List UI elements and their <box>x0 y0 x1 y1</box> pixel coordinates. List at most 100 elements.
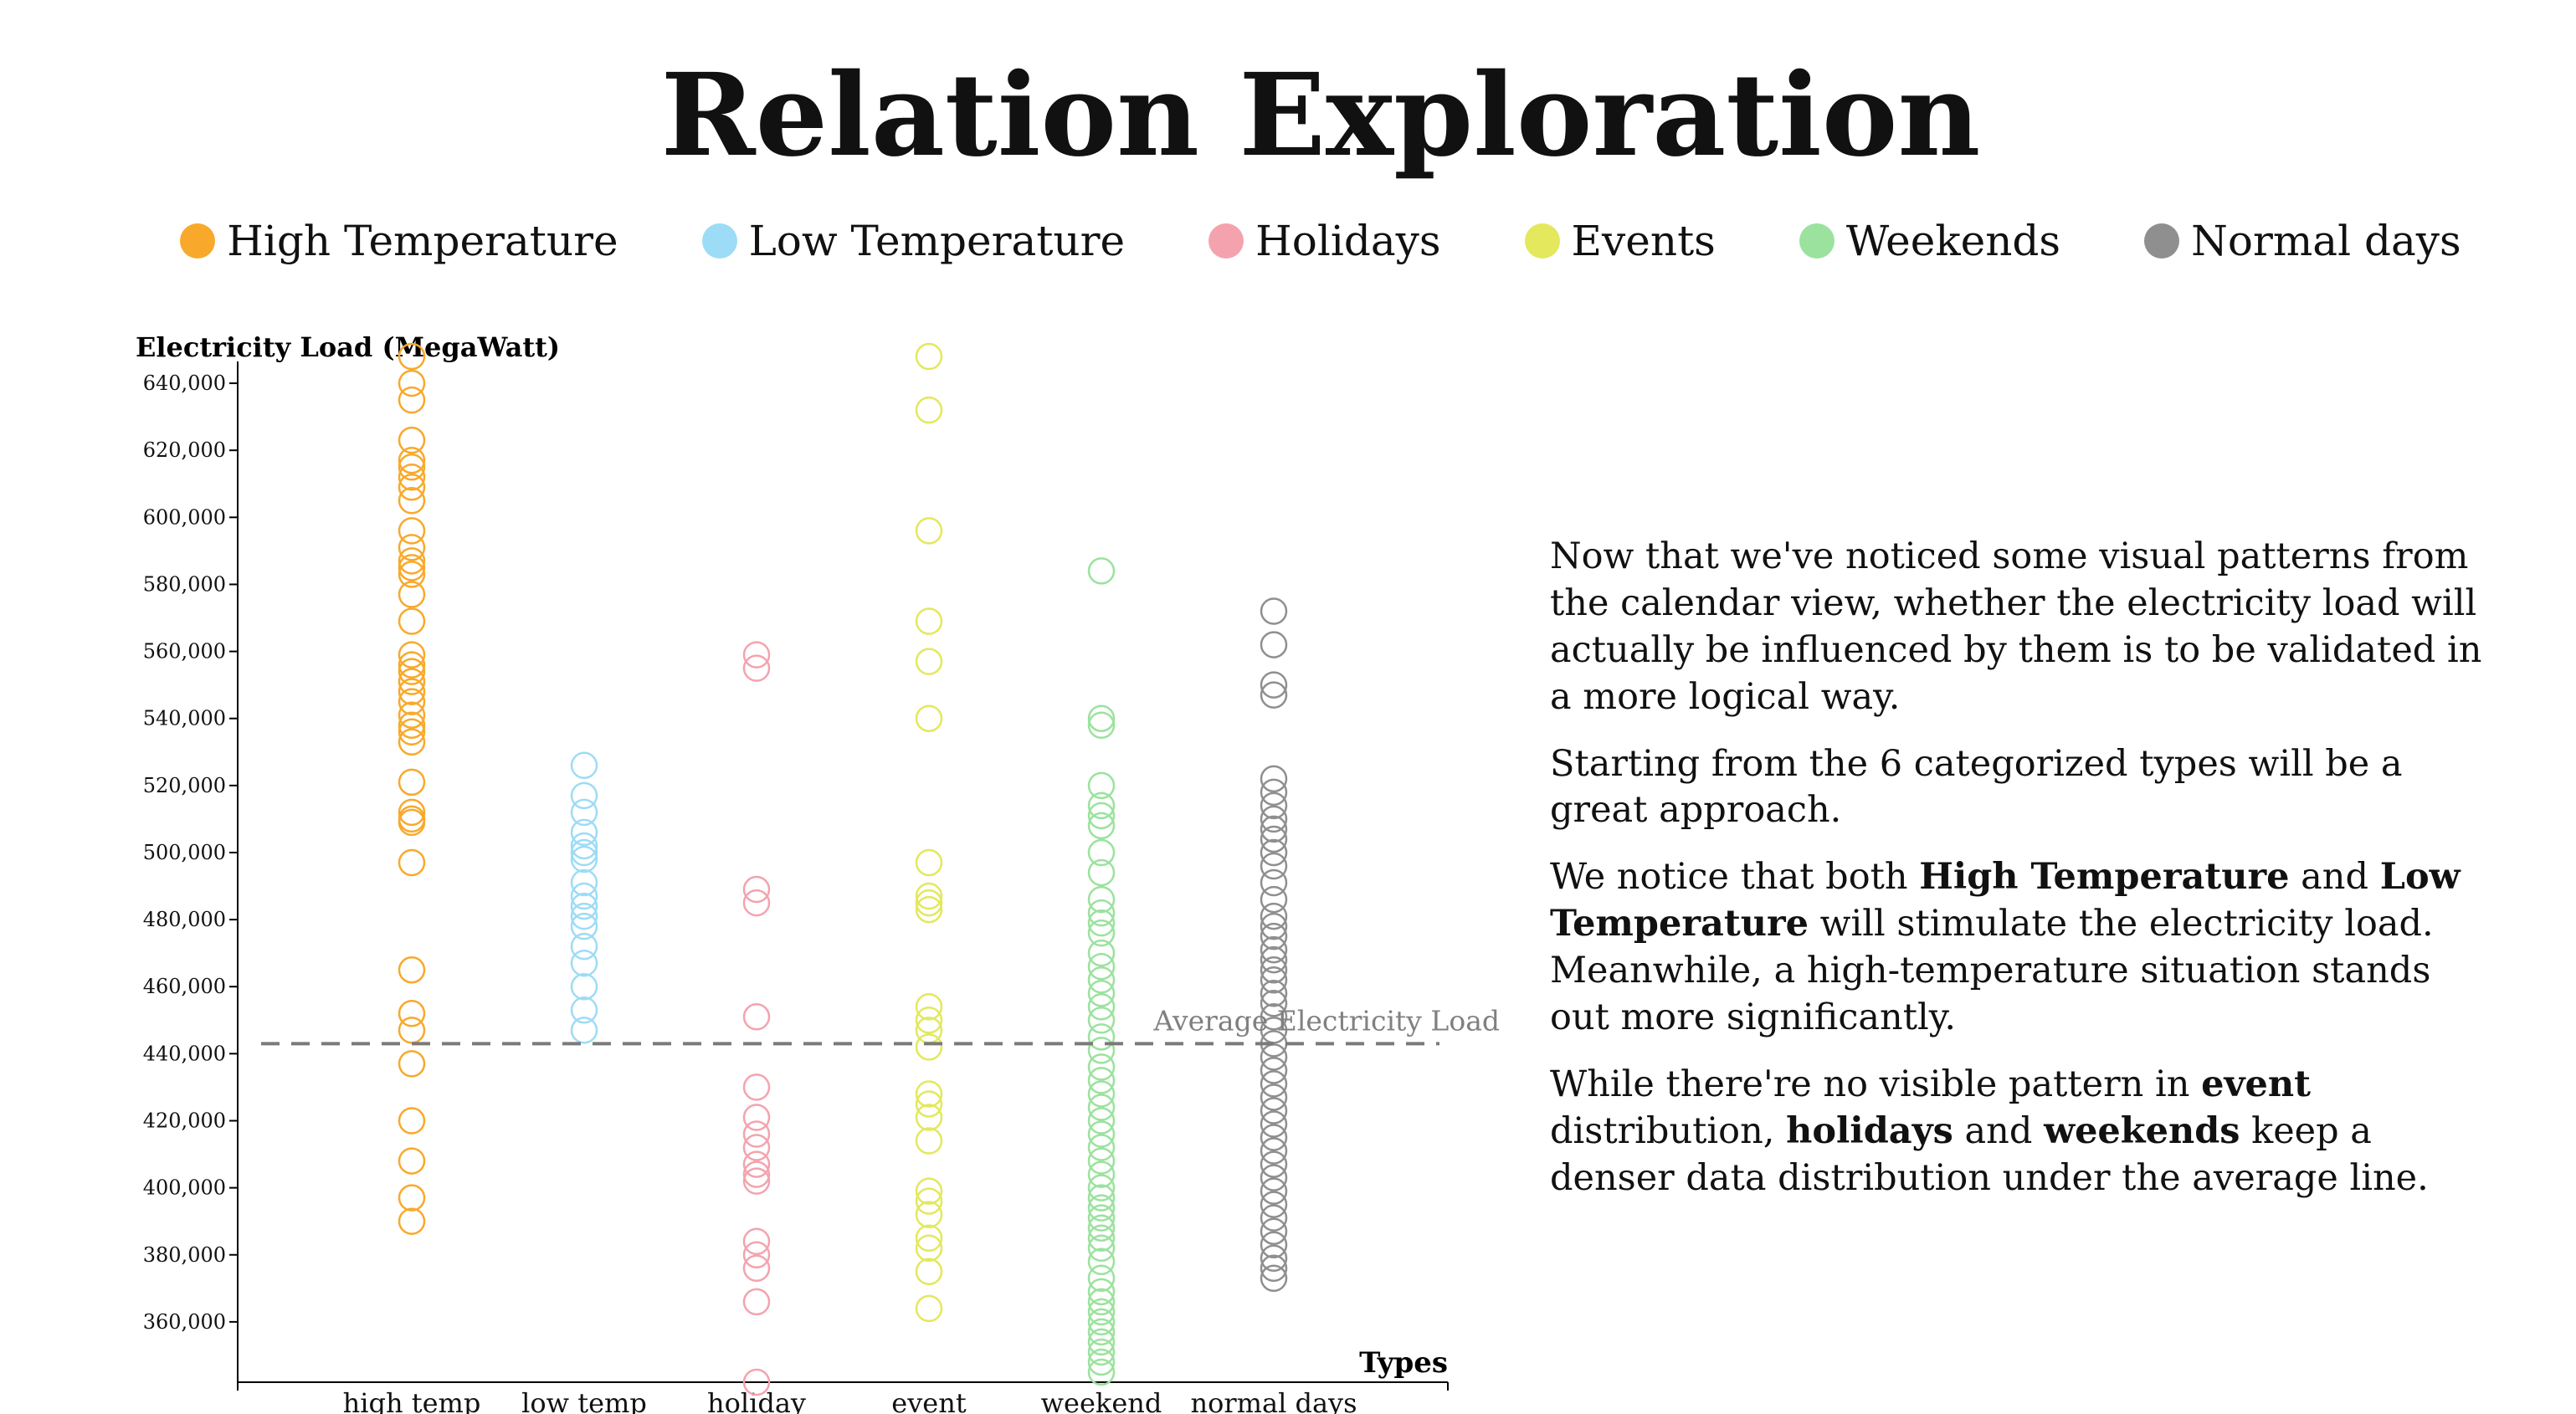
data-point <box>742 1167 771 1195</box>
y-tick-label: 420,000 <box>143 1109 226 1132</box>
legend-label: Low Temperature <box>748 217 1126 265</box>
data-point <box>1260 1244 1288 1273</box>
data-point <box>398 808 426 837</box>
data-point <box>1087 899 1116 927</box>
data-point <box>1087 1080 1116 1108</box>
data-point <box>1260 1097 1288 1125</box>
data-point <box>398 446 426 474</box>
legend-label: High Temperature <box>227 217 618 265</box>
y-tick-label: 580,000 <box>143 572 226 596</box>
data-point <box>398 561 426 588</box>
y-tick-label: 400,000 <box>143 1176 226 1200</box>
emphasis-event: event <box>2201 1063 2311 1105</box>
data-point <box>1087 1318 1116 1346</box>
data-point <box>570 838 598 867</box>
data-point <box>1087 1107 1116 1135</box>
x-axis-label: Types <box>1359 1346 1448 1380</box>
data-point <box>1087 952 1116 981</box>
data-point <box>570 996 598 1024</box>
x-tick-label: event <box>891 1387 967 1414</box>
data-point <box>570 932 598 961</box>
data-point <box>742 1003 771 1031</box>
data-point <box>915 848 943 877</box>
data-point <box>915 1234 943 1262</box>
data-point <box>742 1134 771 1161</box>
text-run: and <box>2289 856 2380 899</box>
data-point <box>742 1104 771 1131</box>
data-point <box>570 912 598 940</box>
data-point <box>1087 1053 1116 1081</box>
data-point <box>398 1000 426 1027</box>
data-point <box>398 534 426 561</box>
data-point <box>1087 1298 1116 1326</box>
data-point <box>915 1187 943 1215</box>
data-point <box>915 704 943 732</box>
data-point <box>1087 1308 1116 1336</box>
data-point <box>1087 939 1116 967</box>
data-point <box>742 889 771 917</box>
data-point <box>1087 858 1116 887</box>
data-point <box>570 892 598 920</box>
legend-dot-icon <box>1799 223 1835 259</box>
emphasis-low-temperature: Low Temperature <box>1550 856 2461 945</box>
data-point <box>915 648 943 675</box>
data-point <box>915 993 943 1021</box>
data-point <box>398 701 426 729</box>
data-point <box>1087 1120 1116 1148</box>
data-point <box>398 386 426 414</box>
data-point <box>398 463 426 491</box>
data-point <box>1260 1137 1288 1165</box>
page-title: Relation Exploration <box>660 49 1981 182</box>
data-point <box>1087 1147 1116 1175</box>
data-point <box>1087 1328 1116 1356</box>
data-point <box>1260 1003 1288 1031</box>
y-tick-label: 560,000 <box>143 640 226 663</box>
data-point <box>1260 868 1288 897</box>
data-point <box>1087 1348 1116 1376</box>
data-point <box>742 1073 771 1101</box>
data-point <box>1087 802 1116 830</box>
data-point <box>742 1120 771 1148</box>
data-point <box>915 1258 943 1286</box>
data-point <box>570 949 598 977</box>
data-point <box>1260 1254 1288 1283</box>
text-run: and <box>1953 1109 2045 1152</box>
description-paragraph-3: We notice that both High Temperature and… <box>1550 854 2487 1042</box>
data-point <box>1260 955 1288 984</box>
data-point <box>1087 1067 1116 1094</box>
legend-dot-icon <box>180 223 216 259</box>
data-point <box>915 1090 943 1118</box>
data-point <box>915 342 943 371</box>
data-point <box>398 426 426 454</box>
legend-item-low-temperature: Low Temperature <box>701 217 1126 265</box>
data-point <box>570 832 598 860</box>
data-point <box>398 651 426 679</box>
data-point <box>1260 935 1288 964</box>
data-point <box>1087 1160 1116 1188</box>
legend: High Temperature Low Temperature Holiday… <box>0 207 2576 274</box>
data-point <box>1260 945 1288 974</box>
data-point <box>1087 1224 1116 1252</box>
data-point <box>570 798 598 827</box>
y-tick-label: 480,000 <box>143 908 226 931</box>
description-paragraph-4: While there're no visible pattern in eve… <box>1550 1062 2487 1202</box>
y-tick-label: 500,000 <box>143 841 226 864</box>
data-point <box>742 875 771 904</box>
description-paragraph-1: Now that we've noticed some visual patte… <box>1550 535 2482 718</box>
data-point <box>1087 993 1116 1021</box>
data-point <box>742 1160 771 1188</box>
data-point <box>398 474 426 501</box>
data-point <box>398 728 426 756</box>
data-point <box>1087 966 1116 994</box>
data-point <box>915 1007 943 1034</box>
data-point <box>1087 711 1116 739</box>
data-point <box>1087 812 1116 840</box>
data-point <box>1260 1150 1288 1178</box>
data-point <box>1260 1204 1288 1232</box>
data-point <box>1260 825 1288 853</box>
data-point <box>398 517 426 545</box>
data-point <box>1260 1231 1288 1258</box>
data-point <box>1087 1007 1116 1034</box>
legend-item-holidays: Holidays <box>1208 217 1441 265</box>
data-point <box>1260 852 1288 880</box>
